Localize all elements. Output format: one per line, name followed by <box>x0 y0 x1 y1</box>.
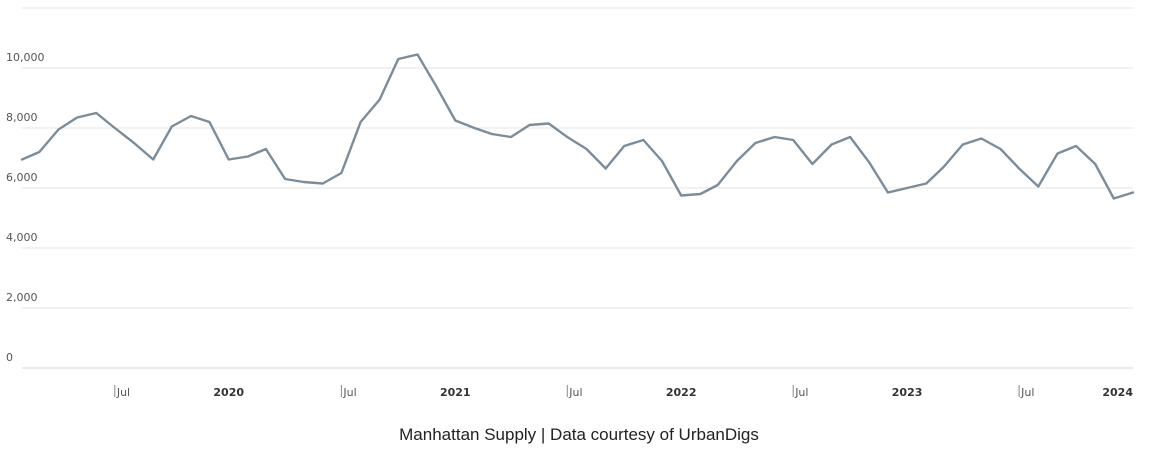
y-tick-label: 2,000 <box>6 291 38 304</box>
y-tick-label: 10,000 <box>6 51 45 64</box>
x-tick-label: Jul <box>568 386 582 399</box>
y-axis: 0 2,000 4,000 6,000 8,000 10,000 <box>6 51 45 364</box>
series-layer <box>20 53 1135 200</box>
x-axis: Jul 2020 Jul 2021 Jul 2022 Jul 2023 Jul 2024 <box>114 385 1133 399</box>
x-tick-label: 2022 <box>666 386 697 399</box>
y-tick-label: 8,000 <box>6 111 38 124</box>
x-tick-label: 2024 <box>1102 386 1133 399</box>
x-tick-label: 2021 <box>440 386 471 399</box>
line-chart: 0 2,000 4,000 6,000 8,000 10,000 Jul 2020 Jul 20… <box>6 7 1135 399</box>
y-tick-label: 0 <box>6 351 13 364</box>
x-tick-label: Jul <box>342 386 356 399</box>
y-tick-label: 4,000 <box>6 231 38 244</box>
x-tick-label: Jul <box>794 386 808 399</box>
chart-caption: Manhattan Supply | Data courtesy of Urba… <box>399 425 759 444</box>
y-tick-label: 6,000 <box>6 171 38 184</box>
x-tick-label: 2023 <box>892 386 923 399</box>
x-tick-label: Jul <box>1020 386 1034 399</box>
series-line <box>20 53 1135 200</box>
x-tick-label: 2020 <box>213 386 244 399</box>
gridlines <box>22 7 1133 369</box>
x-tick-label: Jul <box>116 386 130 399</box>
